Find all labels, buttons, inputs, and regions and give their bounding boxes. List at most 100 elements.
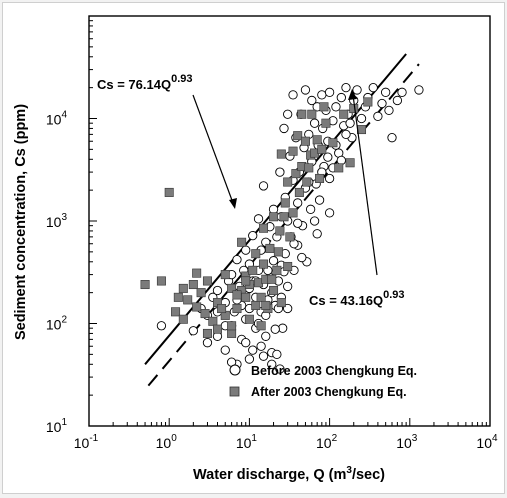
- point-before-2003: [336, 92, 346, 103]
- point-after-2003: [276, 298, 286, 308]
- series-after-2003: [140, 97, 373, 338]
- point-after-2003: [244, 314, 254, 324]
- point-before-2003: [341, 82, 351, 93]
- legend: Before 2003 Chengkung Eq. After 2003 Che…: [229, 364, 417, 399]
- point-after-2003: [232, 290, 242, 300]
- point-after-2003: [259, 223, 269, 233]
- point-before-2003: [241, 245, 251, 255]
- point-before-2003: [309, 216, 320, 226]
- point-after-2003: [345, 158, 355, 168]
- point-before-2003: [293, 218, 303, 228]
- axis-ticks: [88, 15, 491, 427]
- point-after-2003: [188, 280, 198, 290]
- x-tick-label: 104: [476, 433, 498, 451]
- point-before-2003: [387, 133, 397, 143]
- annotation-after-label: Cs = 43.16Q0.93: [309, 289, 405, 308]
- point-before-2003: [314, 195, 325, 205]
- point-after-2003: [312, 135, 322, 145]
- point-after-2003: [212, 324, 222, 334]
- point-before-2003: [293, 198, 303, 208]
- point-after-2003: [232, 304, 242, 314]
- point-after-2003: [279, 212, 289, 222]
- point-after-2003: [171, 307, 181, 317]
- point-before-2003: [188, 326, 198, 336]
- x-tick-label: 100: [156, 433, 178, 451]
- point-after-2003: [267, 274, 277, 284]
- point-before-2003: [258, 181, 269, 191]
- point-before-2003: [307, 95, 317, 106]
- annotation-after-arrowhead: [348, 89, 357, 100]
- point-after-2003: [321, 118, 331, 128]
- point-before-2003: [156, 321, 167, 331]
- point-before-2003: [323, 152, 333, 162]
- point-after-2003: [297, 109, 307, 119]
- point-before-2003: [202, 338, 213, 348]
- point-after-2003: [273, 247, 283, 257]
- legend-marker-before: [229, 364, 241, 376]
- point-before-2003: [267, 359, 277, 369]
- x-tick-labels: 10-1 100 101 102 103 104: [74, 433, 498, 451]
- point-after-2003: [227, 328, 237, 338]
- y-tick-labels: 101 102 103 104: [46, 110, 68, 436]
- point-after-2003: [269, 212, 279, 222]
- point-before-2003: [244, 354, 255, 364]
- point-after-2003: [275, 226, 285, 236]
- point-after-2003: [334, 163, 344, 173]
- legend-label-before: Before 2003 Chengkung Eq.: [251, 364, 417, 378]
- point-after-2003: [288, 146, 298, 156]
- point-after-2003: [276, 149, 286, 159]
- point-after-2003: [294, 187, 304, 197]
- point-before-2003: [268, 256, 279, 266]
- point-after-2003: [265, 243, 275, 253]
- point-after-2003: [269, 285, 279, 295]
- point-before-2003: [241, 338, 251, 348]
- point-after-2003: [291, 169, 301, 179]
- point-before-2003: [414, 85, 424, 95]
- point-before-2003: [324, 173, 335, 184]
- point-after-2003: [317, 144, 327, 154]
- point-before-2003: [341, 129, 351, 140]
- point-before-2003: [256, 341, 266, 351]
- annotation-before-label: Cs = 76.14Q0.93: [97, 73, 193, 92]
- point-after-2003: [178, 283, 188, 293]
- point-before-2003: [288, 90, 298, 100]
- point-before-2003: [305, 204, 316, 214]
- point-before-2003: [373, 111, 383, 121]
- point-after-2003: [156, 276, 166, 286]
- point-after-2003: [202, 328, 212, 338]
- point-after-2003: [300, 136, 310, 146]
- point-before-2003: [356, 113, 367, 124]
- point-after-2003: [293, 131, 303, 141]
- point-after-2003: [178, 314, 188, 324]
- point-after-2003: [173, 292, 183, 302]
- point-before-2003: [270, 324, 280, 334]
- point-before-2003: [261, 331, 271, 341]
- point-after-2003: [302, 177, 312, 187]
- annotation-before-exponent: 0.93: [171, 73, 192, 85]
- point-after-2003: [227, 321, 237, 331]
- point-after-2003: [140, 280, 150, 290]
- point-before-2003: [317, 90, 327, 100]
- annotation-before-arrowhead: [229, 198, 237, 209]
- point-after-2003: [259, 259, 269, 269]
- annotation-after-fit: Cs = 43.16Q0.93: [309, 89, 405, 308]
- point-before-2003: [283, 109, 293, 119]
- point-before-2003: [377, 98, 387, 109]
- point-after-2003: [202, 276, 212, 286]
- x-tick-label: 10-1: [74, 433, 99, 451]
- point-before-2003: [258, 351, 269, 361]
- annotation-after-arrow-line: [352, 94, 378, 276]
- point-after-2003: [208, 316, 218, 326]
- point-before-2003: [331, 102, 341, 112]
- point-before-2003: [297, 252, 307, 263]
- point-before-2003: [279, 123, 289, 134]
- point-before-2003: [312, 229, 322, 239]
- point-after-2003: [339, 109, 349, 119]
- y-tick-label: 103: [46, 212, 68, 230]
- point-before-2003: [275, 364, 285, 374]
- point-before-2003: [345, 118, 355, 128]
- point-before-2003: [368, 82, 378, 93]
- point-after-2003: [349, 104, 359, 114]
- point-before-2003: [212, 285, 223, 296]
